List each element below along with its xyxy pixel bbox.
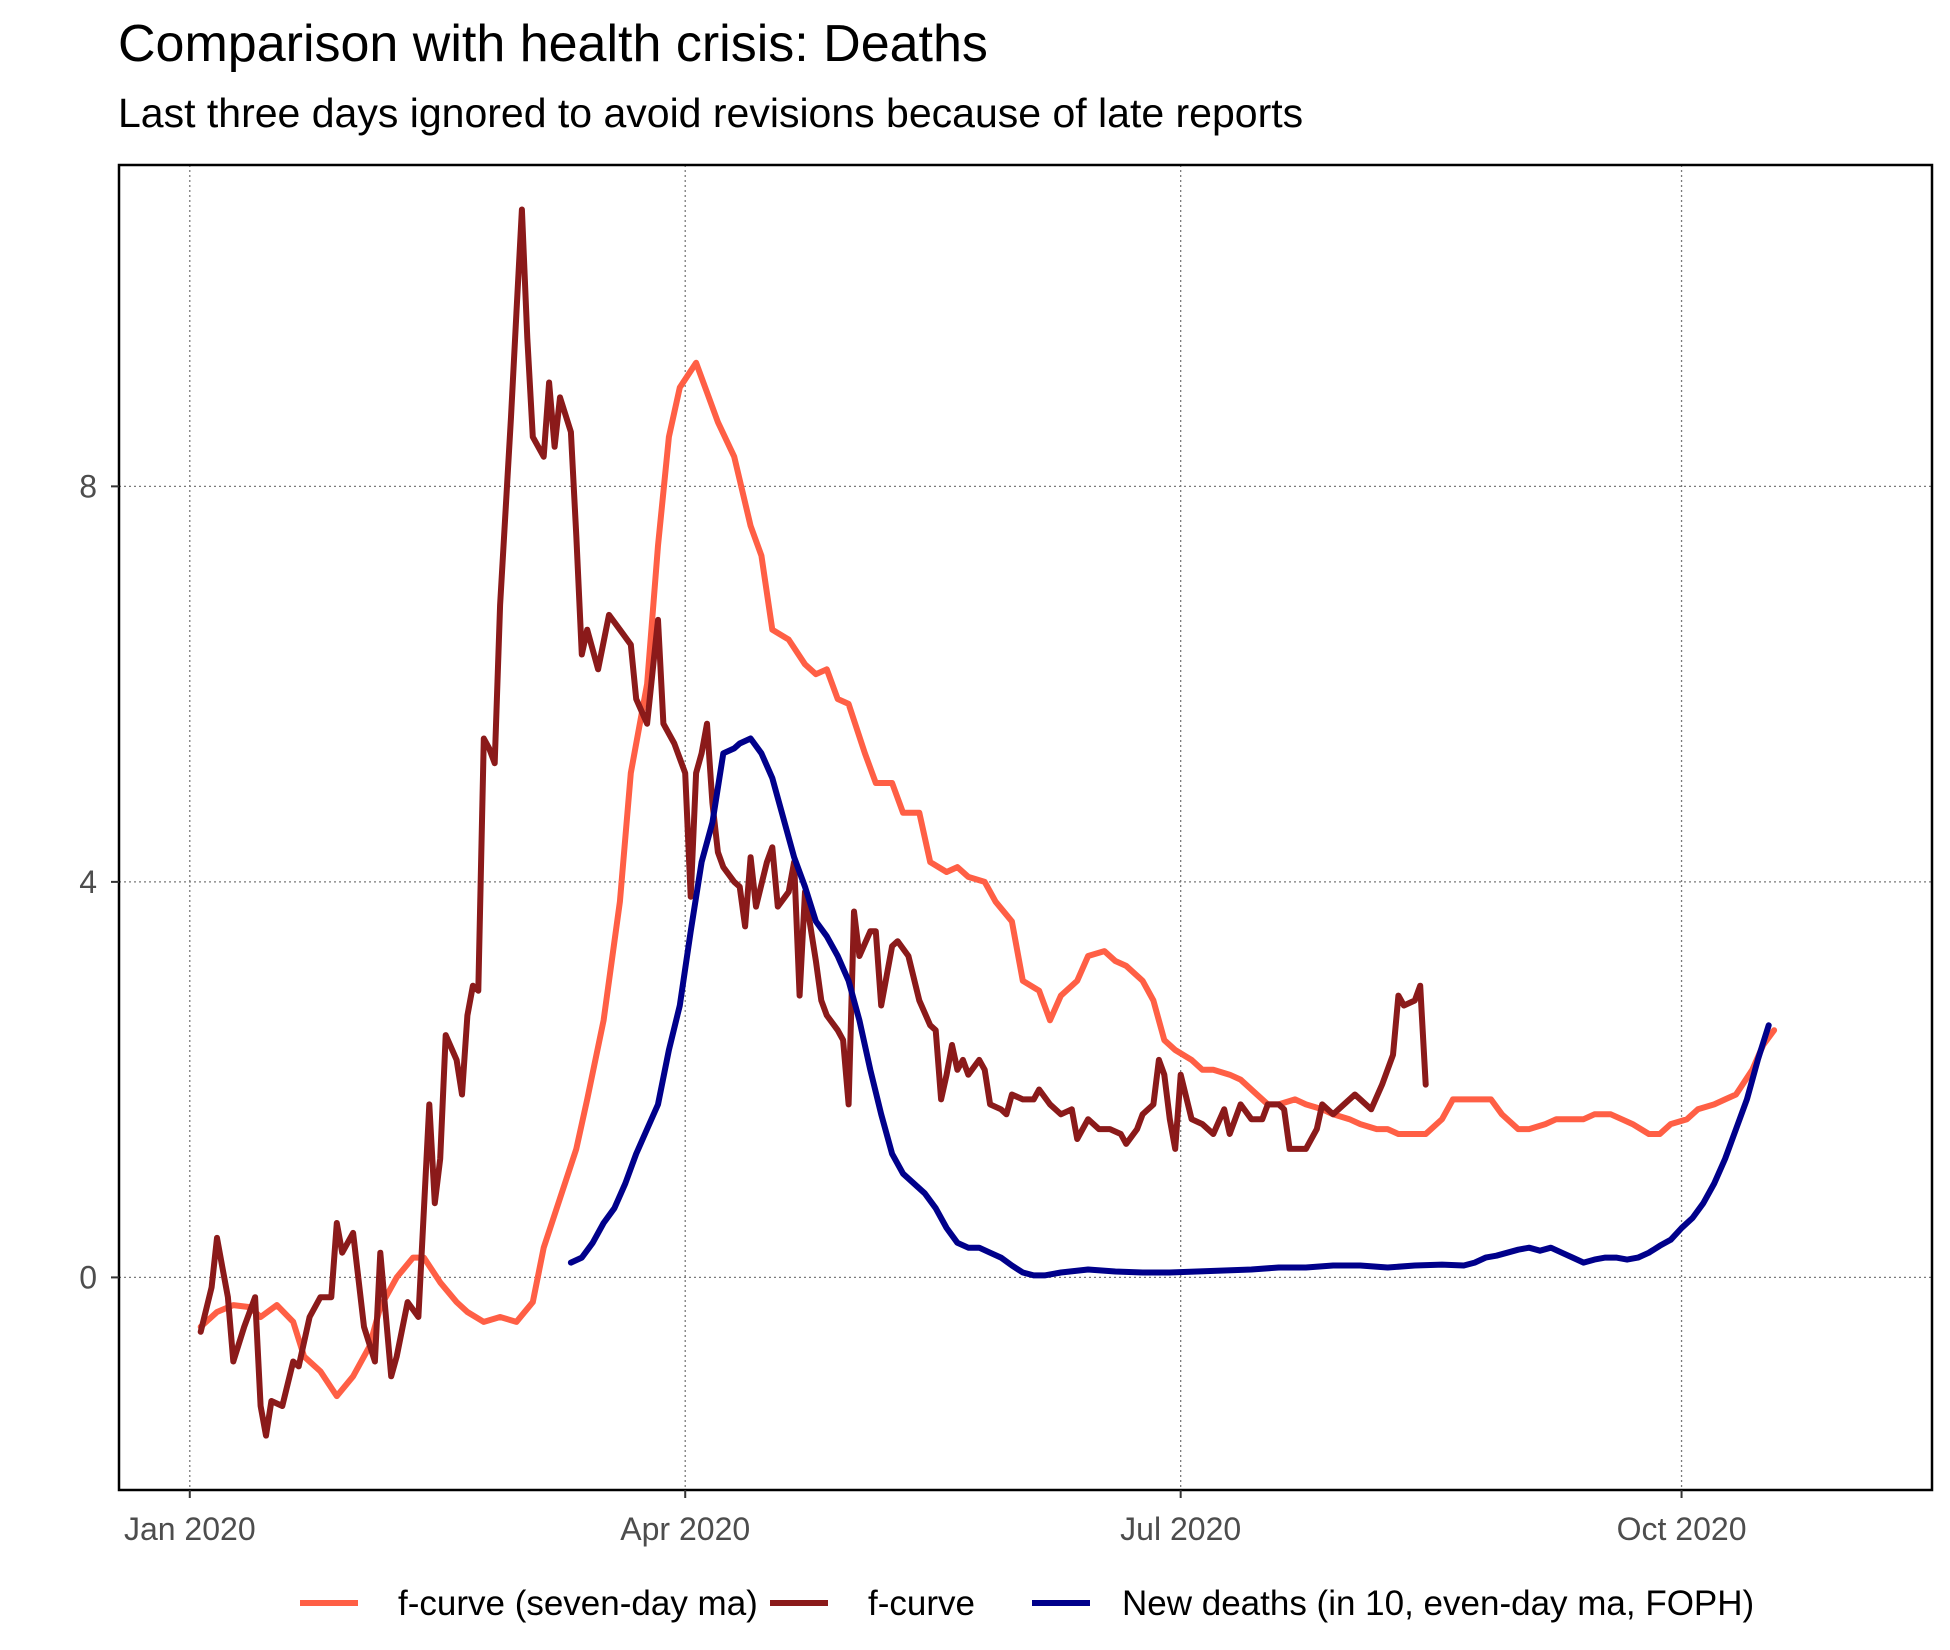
series-lines <box>197 206 1778 1439</box>
y-tick-label: 8 <box>79 468 97 504</box>
legend-label-1: f-curve (seven-day ma) <box>398 1584 758 1623</box>
legend-label-3: New deaths (in 10, even-day ma, FOPH) <box>1122 1584 1754 1623</box>
x-axis-ticks: Jan 2020 Apr 2020 Jul 2020 Oct 2020 <box>124 1490 1747 1547</box>
x-tick-label: Jan 2020 <box>124 1511 256 1547</box>
panel-border <box>117 163 1934 1492</box>
grid-lines <box>119 165 1932 1490</box>
series-line-3 <box>567 735 1772 1279</box>
series-line-2 <box>197 206 1429 1439</box>
y-tick-label: 4 <box>79 864 97 900</box>
y-tick-label: 0 <box>79 1259 97 1295</box>
x-tick-label: Oct 2020 <box>1617 1511 1747 1547</box>
series-line-1 <box>197 359 1778 1400</box>
y-axis-ticks: 0 4 8 <box>79 468 119 1295</box>
legend: f-curve (seven-day ma) f-curve New deaths … <box>300 1584 1754 1623</box>
legend-label-2: f-curve <box>868 1584 975 1623</box>
x-tick-label: Jul 2020 <box>1120 1511 1241 1547</box>
chart-subtitle: Last three days ignored to avoid revisio… <box>118 90 1304 136</box>
x-tick-label: Apr 2020 <box>620 1511 750 1547</box>
chart-title: Comparison with health crisis: Deaths <box>118 15 988 73</box>
